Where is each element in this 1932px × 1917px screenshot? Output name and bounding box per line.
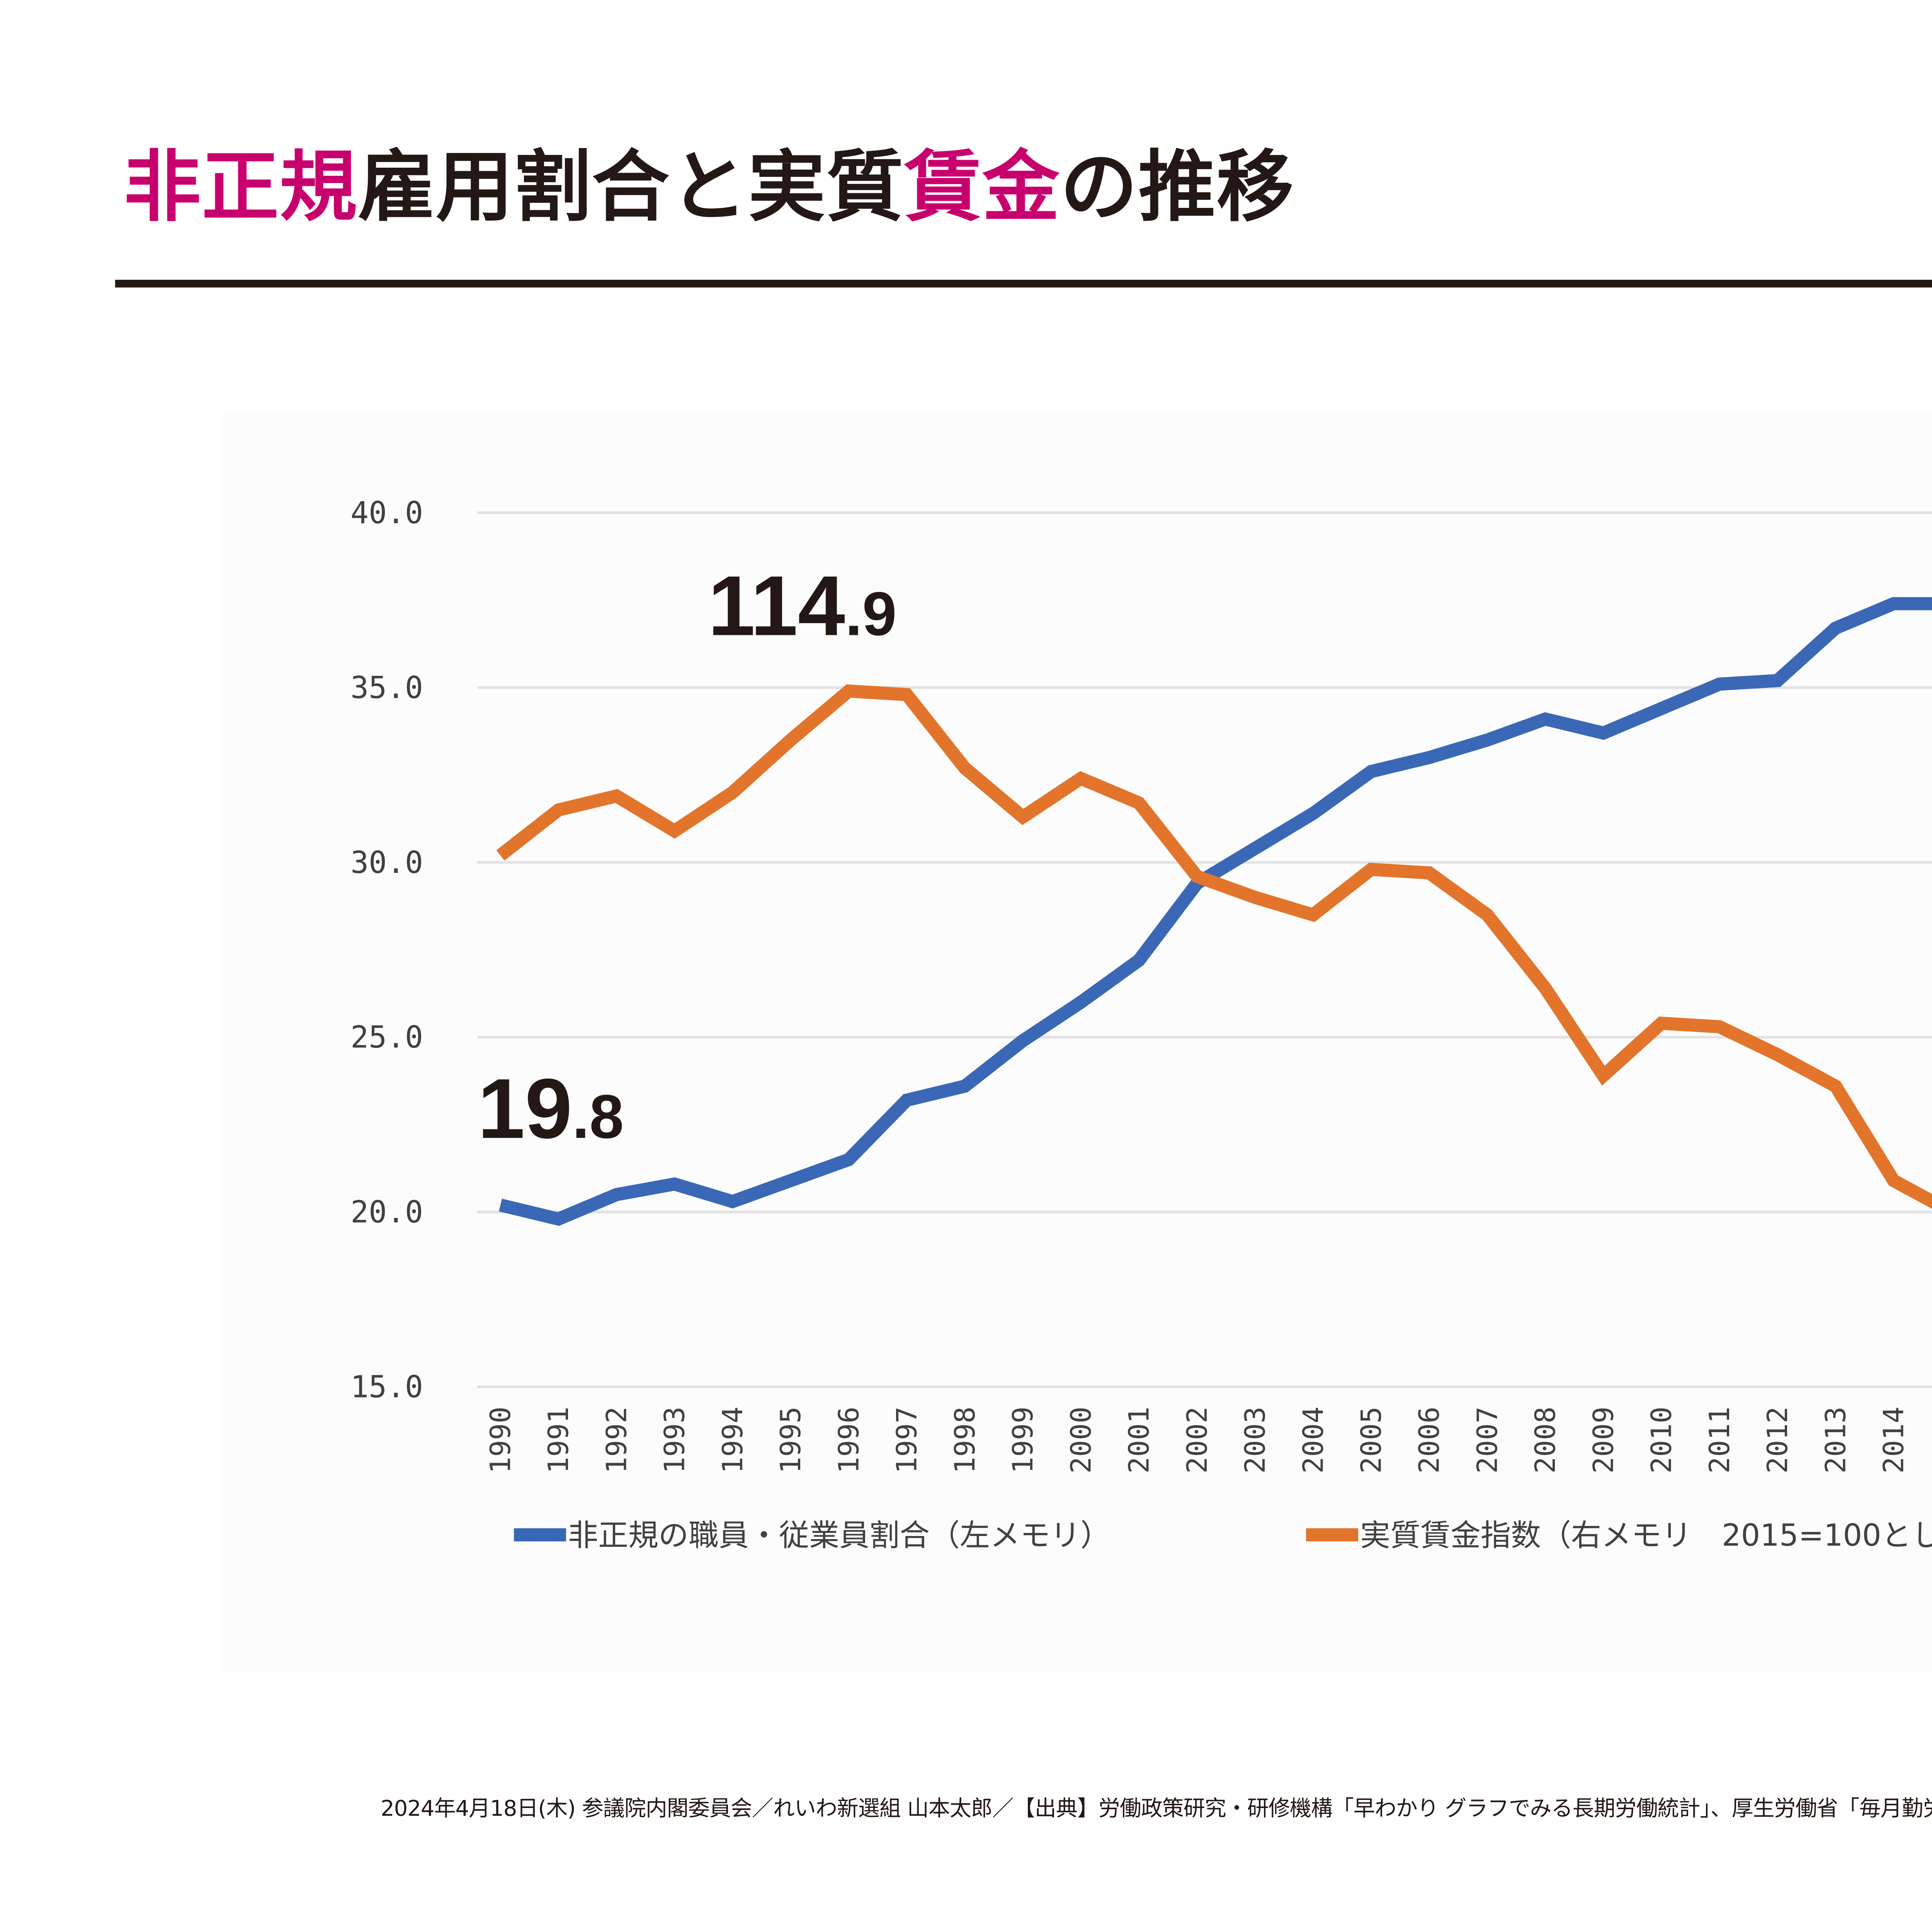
x-tick-label: 1997 (891, 1407, 923, 1473)
series-line-nonregular-ratio (499, 597, 1932, 1226)
y-axis-left: 15.0 20.0 25.0 30.0 35.0 40.0 (350, 496, 423, 1405)
legend: 非正規の職員・従業員割合（左メモリ） 実質賃金指数（右メモリ 2015=100とし… (514, 1518, 1932, 1553)
x-tick-label: 1994 (716, 1407, 749, 1473)
legend-label: 非正規の職員・従業員割合（左メモリ） (568, 1518, 1111, 1553)
title-segment: の推移 (1060, 142, 1295, 232)
x-tick-label: 2014 (1878, 1407, 1910, 1473)
data-label-decimal: .8 (572, 1082, 624, 1151)
legend-swatch (1306, 1528, 1358, 1541)
x-tick-label: 2005 (1355, 1407, 1388, 1473)
x-tick-label: 1990 (484, 1407, 517, 1473)
y-left-tick-label: 25.0 (350, 1020, 423, 1055)
x-tick-label: 1996 (832, 1407, 865, 1473)
x-tick-label: 2009 (1587, 1407, 1619, 1473)
series-line-real-wage-index (496, 684, 1932, 1209)
data-label-integer: 19 (478, 1061, 572, 1156)
series-lines (496, 597, 1932, 1226)
x-tick-label: 1995 (774, 1407, 807, 1473)
y-left-tick-label: 20.0 (350, 1195, 423, 1230)
x-tick-label: 2012 (1761, 1407, 1794, 1473)
x-tick-label: 2006 (1413, 1407, 1446, 1473)
x-tick-label: 1993 (658, 1407, 691, 1473)
x-tick-label: 1992 (600, 1407, 633, 1473)
x-tick-label: 2002 (1181, 1407, 1213, 1473)
y-left-tick-label: 15.0 (350, 1370, 423, 1405)
x-tick-label: 2000 (1065, 1407, 1097, 1473)
y-left-tick-label: 40.0 (350, 496, 423, 531)
legend-swatch (514, 1528, 566, 1541)
x-tick-label: 2008 (1529, 1407, 1561, 1473)
page-title: 非正規雇用割合と実質賃金の推移 (124, 149, 1294, 226)
title-segment: 非正規 (124, 142, 358, 232)
title-segment: 賃金 (904, 142, 1061, 232)
x-axis: 1990 1991 1992 1993 1994 1995 1996 1997 1998 1999… (484, 1407, 1910, 1473)
x-tick-label: 1999 (1007, 1407, 1039, 1473)
data-label: 114.9 (708, 558, 896, 653)
annotations: 19.838.2114.999.8 (478, 558, 896, 1156)
x-tick-label: 2007 (1471, 1407, 1503, 1473)
data-label-decimal: .9 (845, 579, 896, 648)
x-tick-label: 2011 (1703, 1407, 1736, 1473)
data-label: 19.8 (478, 1061, 624, 1156)
source-note: 2024年4月18日(木) 参議院内閣委員会／れいわ新選組 山本太郎／【出典】労… (381, 1796, 1932, 1821)
y-left-tick-label: 30.0 (350, 845, 423, 880)
x-tick-label: 1998 (949, 1407, 981, 1473)
y-left-tick-label: 35.0 (350, 670, 423, 705)
legend-label: 実質賃金指数（右メモリ 2015=100とした時の数値） (1360, 1518, 1932, 1553)
x-tick-label: 2010 (1645, 1407, 1678, 1473)
x-tick-label: 1991 (542, 1407, 575, 1473)
data-label-integer: 114 (708, 558, 845, 653)
x-tick-label: 2013 (1819, 1407, 1852, 1473)
gridlines (477, 511, 1932, 1388)
x-tick-label: 2004 (1297, 1407, 1329, 1473)
title-underline (115, 280, 1932, 287)
title-segment: 雇用割合と実質 (358, 142, 905, 232)
x-tick-label: 2001 (1123, 1407, 1155, 1473)
x-tick-label: 2003 (1239, 1407, 1271, 1473)
